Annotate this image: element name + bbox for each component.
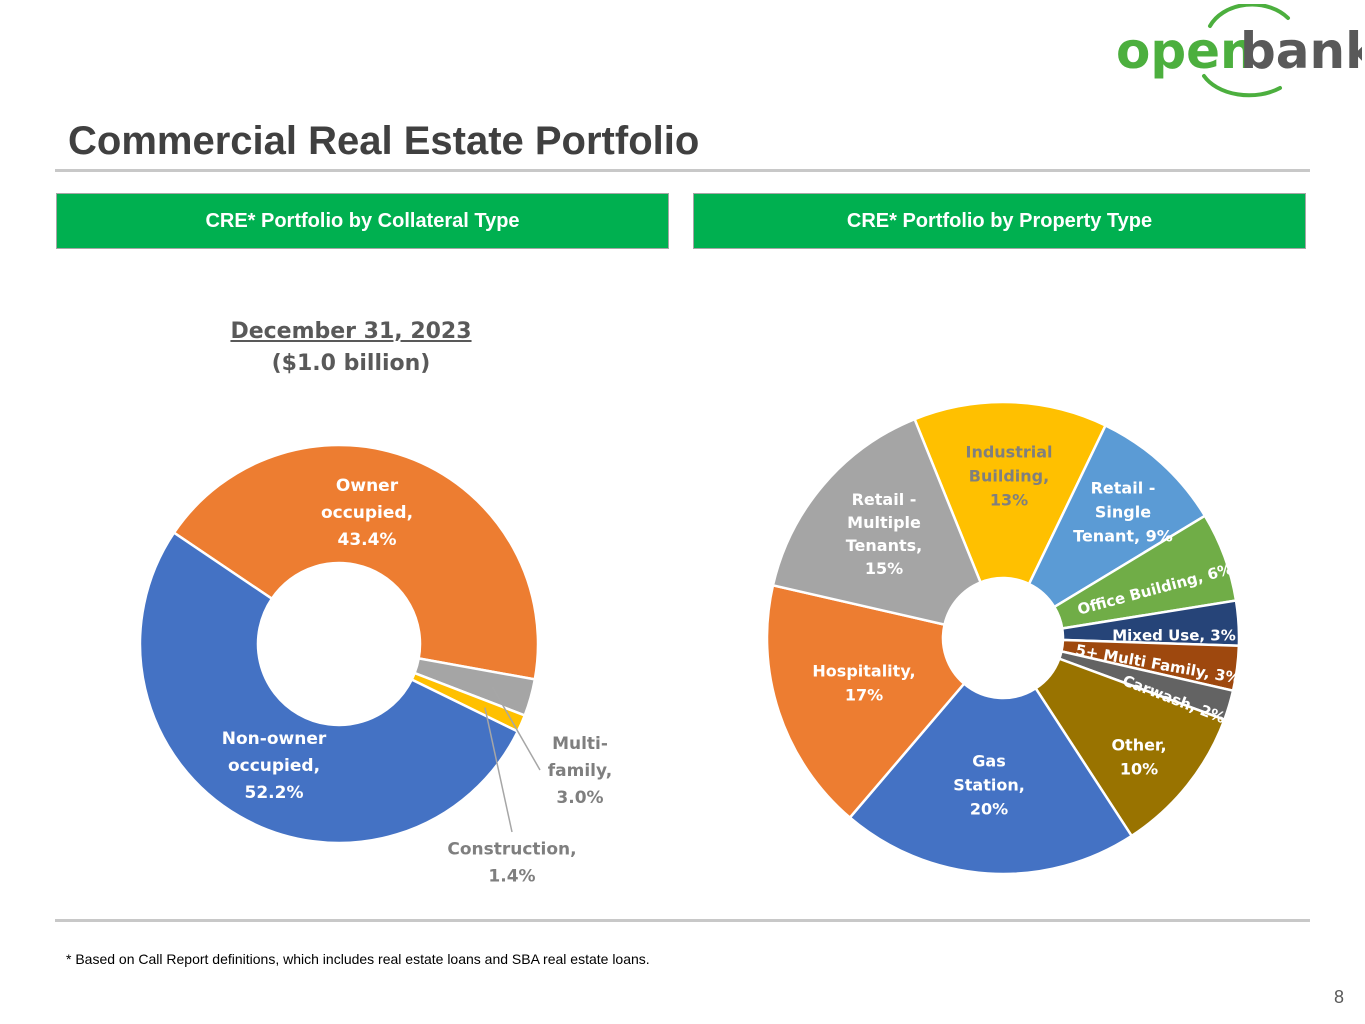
slice-non-owner-occupied: [138, 530, 520, 845]
slice-retail-multiple-tenants: [771, 417, 983, 627]
chart-date-title: December 31, 2023: [230, 319, 472, 344]
chart-total-subtitle: ($1.0 billion): [271, 351, 431, 376]
page-title: Commercial Real Estate Portfolio: [68, 119, 700, 163]
label-hospitality: Hospitality, 17%: [812, 662, 915, 705]
leader-line-construction: [484, 707, 513, 833]
property-type-donut-chart: Industrial Building, 13% Retail -Single Tena…: [765, 400, 1242, 876]
openbank-logo: open bank: [1112, 2, 1365, 100]
label-retail-single-tenant: Retail -Single Tenant, 9%: [1073, 479, 1173, 546]
collateral-type-header: CRE* Portfolio by Collateral Type: [56, 193, 669, 249]
footnote: * Based on Call Report definitions, whic…: [66, 951, 650, 967]
title-divider: [55, 169, 1310, 172]
logo-word-bank: bank: [1240, 22, 1362, 80]
collateral-type-donut-chart: Owner occupied, 43.4% Multi-family, 3.0% Cons…: [138, 443, 612, 886]
label-construction: Construction, 1.4%: [447, 839, 576, 886]
slice-retail-single-tenant: [1027, 423, 1207, 609]
slice-owner-occupied: [172, 443, 540, 681]
label-other: Other, 10%: [1111, 736, 1166, 779]
page-number: 8: [1333, 987, 1344, 1007]
label-mixed-use: Mixed Use, 3%: [1112, 626, 1236, 644]
footer-divider: [55, 919, 1310, 922]
label-gas-station: Gas Station, 20%: [953, 752, 1025, 819]
leader-line-multi-family: [491, 686, 541, 771]
label-industrial-building: Industrial Building, 13%: [965, 443, 1052, 510]
logo-word-open: open: [1116, 22, 1256, 80]
slice-gas-station: [848, 681, 1134, 876]
slice-industrial-building: [912, 400, 1108, 586]
slice-other: [1033, 657, 1227, 838]
slice-hospitality: [765, 583, 966, 820]
label-non-owner-occupied: Non-owner occupied, 52.2%: [222, 729, 327, 803]
label-owner-occupied: Owner occupied, 43.4%: [321, 476, 413, 550]
label-multi-family: Multi-family, 3.0%: [548, 734, 612, 808]
label-retail-multiple-tenants: Retail -Multiple Tenants, 15%: [846, 490, 922, 578]
property-type-header: CRE* Portfolio by Property Type: [693, 193, 1306, 249]
